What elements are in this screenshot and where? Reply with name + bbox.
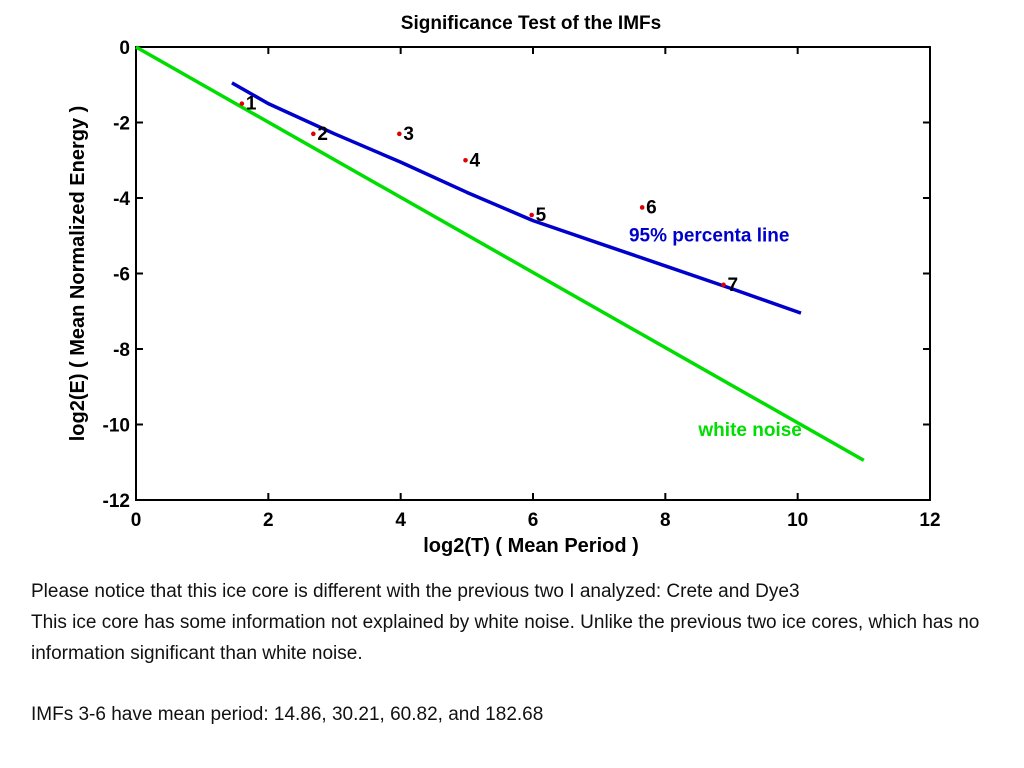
- chart-title: Significance Test of the IMFs: [401, 13, 661, 34]
- caption-line-1: Please notice that this ice core is diff…: [31, 581, 800, 602]
- imf-significance-chart: Significance Test of the IMFs log2(E) ( …: [67, 13, 941, 557]
- caption-notice: Please notice that this ice core is diff…: [31, 576, 1011, 669]
- caption-line-2: This ice core has some information not e…: [31, 612, 980, 664]
- imf-point: [639, 205, 645, 210]
- imf-point: [239, 101, 245, 106]
- imf-point-label: 6: [646, 197, 657, 218]
- y-tick-label: -12: [103, 491, 130, 512]
- series-lines: [135, 45, 865, 462]
- y-tick-label: -10: [103, 416, 130, 437]
- y-axis-label: log2(E) ( Mean Normalized Energy ): [67, 106, 89, 442]
- imf-point: [721, 282, 726, 288]
- x-tick-label: 0: [131, 510, 142, 531]
- imf-point-label: 3: [403, 124, 414, 145]
- caption-periods: IMFs 3-6 have mean period: 14.86, 30.21,…: [31, 704, 544, 725]
- y-tick-label: -8: [113, 340, 130, 361]
- imf-point-label: 5: [536, 205, 547, 226]
- x-tick-label: 12: [919, 510, 940, 531]
- imf-points: 1 2 3 4 5 6 7: [239, 94, 739, 296]
- y-tick-label: -4: [113, 189, 130, 210]
- series-labels: 95% percenta line white noise: [629, 225, 802, 440]
- x-tick-label: 6: [528, 510, 539, 531]
- x-axis-label: log2(T) ( Mean Period ): [423, 535, 639, 557]
- y-tick-label: -2: [113, 114, 130, 135]
- imf-point: [529, 212, 534, 218]
- y-tick-label: -6: [113, 265, 130, 286]
- imf-point: [463, 157, 468, 163]
- imf-point-label: 1: [246, 94, 257, 115]
- x-tick-label: 8: [660, 510, 671, 531]
- x-tick-label: 2: [263, 510, 274, 531]
- imf-point: [311, 131, 316, 137]
- imf-point: [397, 131, 402, 137]
- imf-point-label: 2: [317, 124, 328, 145]
- imf-point-label: 4: [470, 150, 481, 171]
- white-noise-label: white noise: [697, 420, 801, 441]
- y-tick-label: 0: [119, 38, 130, 59]
- x-tick-label: 4: [395, 510, 406, 531]
- white-noise-line: [135, 45, 865, 462]
- percentile-95-line: [231, 81, 802, 315]
- imf-point-label: 7: [728, 275, 739, 296]
- axis-ticks: 0 2 4 6 8 10 120-2-4-6-8-10-12: [103, 38, 941, 531]
- percentile-line-label: 95% percenta line: [629, 225, 790, 246]
- x-tick-label: 10: [787, 510, 808, 531]
